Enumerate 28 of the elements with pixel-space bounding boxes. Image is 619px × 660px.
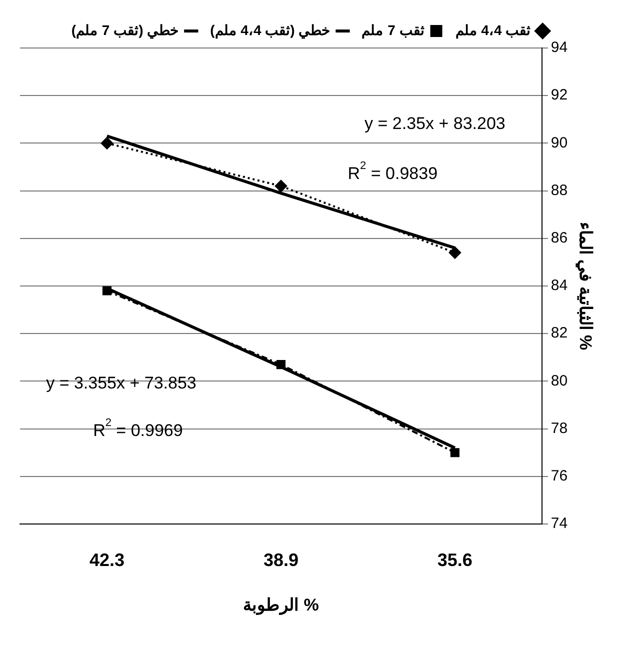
y-tick-label: 76 — [550, 468, 568, 485]
y-tick-label: 90 — [550, 134, 568, 152]
x-tick-label: 35.6 — [437, 550, 472, 570]
y-tick-label: 82 — [550, 324, 568, 342]
y-tick-label: 84 — [550, 277, 568, 294]
y-tick-label: 80 — [550, 372, 568, 390]
legend-label: ثقب 7 ملم — [362, 22, 424, 39]
y-tick-label: 78 — [550, 420, 568, 437]
y-tick-label: 74 — [550, 515, 568, 532]
point — [100, 137, 113, 150]
y-tick-label: 88 — [550, 182, 568, 199]
x-tick-label: 38.9 — [263, 550, 298, 570]
y-tick-label: 92 — [550, 86, 568, 104]
point — [448, 246, 461, 259]
y-axis-title: الثباتية في الماء % — [575, 222, 596, 350]
legend-label: خطي (ثقب 7 ملم) — [71, 22, 180, 39]
annotation: y = 2.35x + 83.203 — [364, 114, 506, 133]
x-tick-label: 42.3 — [89, 550, 125, 570]
point — [276, 360, 286, 370]
x-axis-title: الرطوبة % — [243, 595, 319, 616]
point — [450, 448, 460, 458]
y-tick-label: 94 — [550, 39, 568, 56]
point — [274, 180, 287, 192]
y-tick-label: 86 — [550, 230, 568, 247]
annotation: y = 3.355x + 73.853 — [46, 373, 196, 392]
legend-label: خطي (ثقب 4،4 ملم) — [210, 22, 331, 39]
legend-label: ثقب 4،4 ملم — [455, 22, 531, 39]
point — [102, 286, 112, 296]
